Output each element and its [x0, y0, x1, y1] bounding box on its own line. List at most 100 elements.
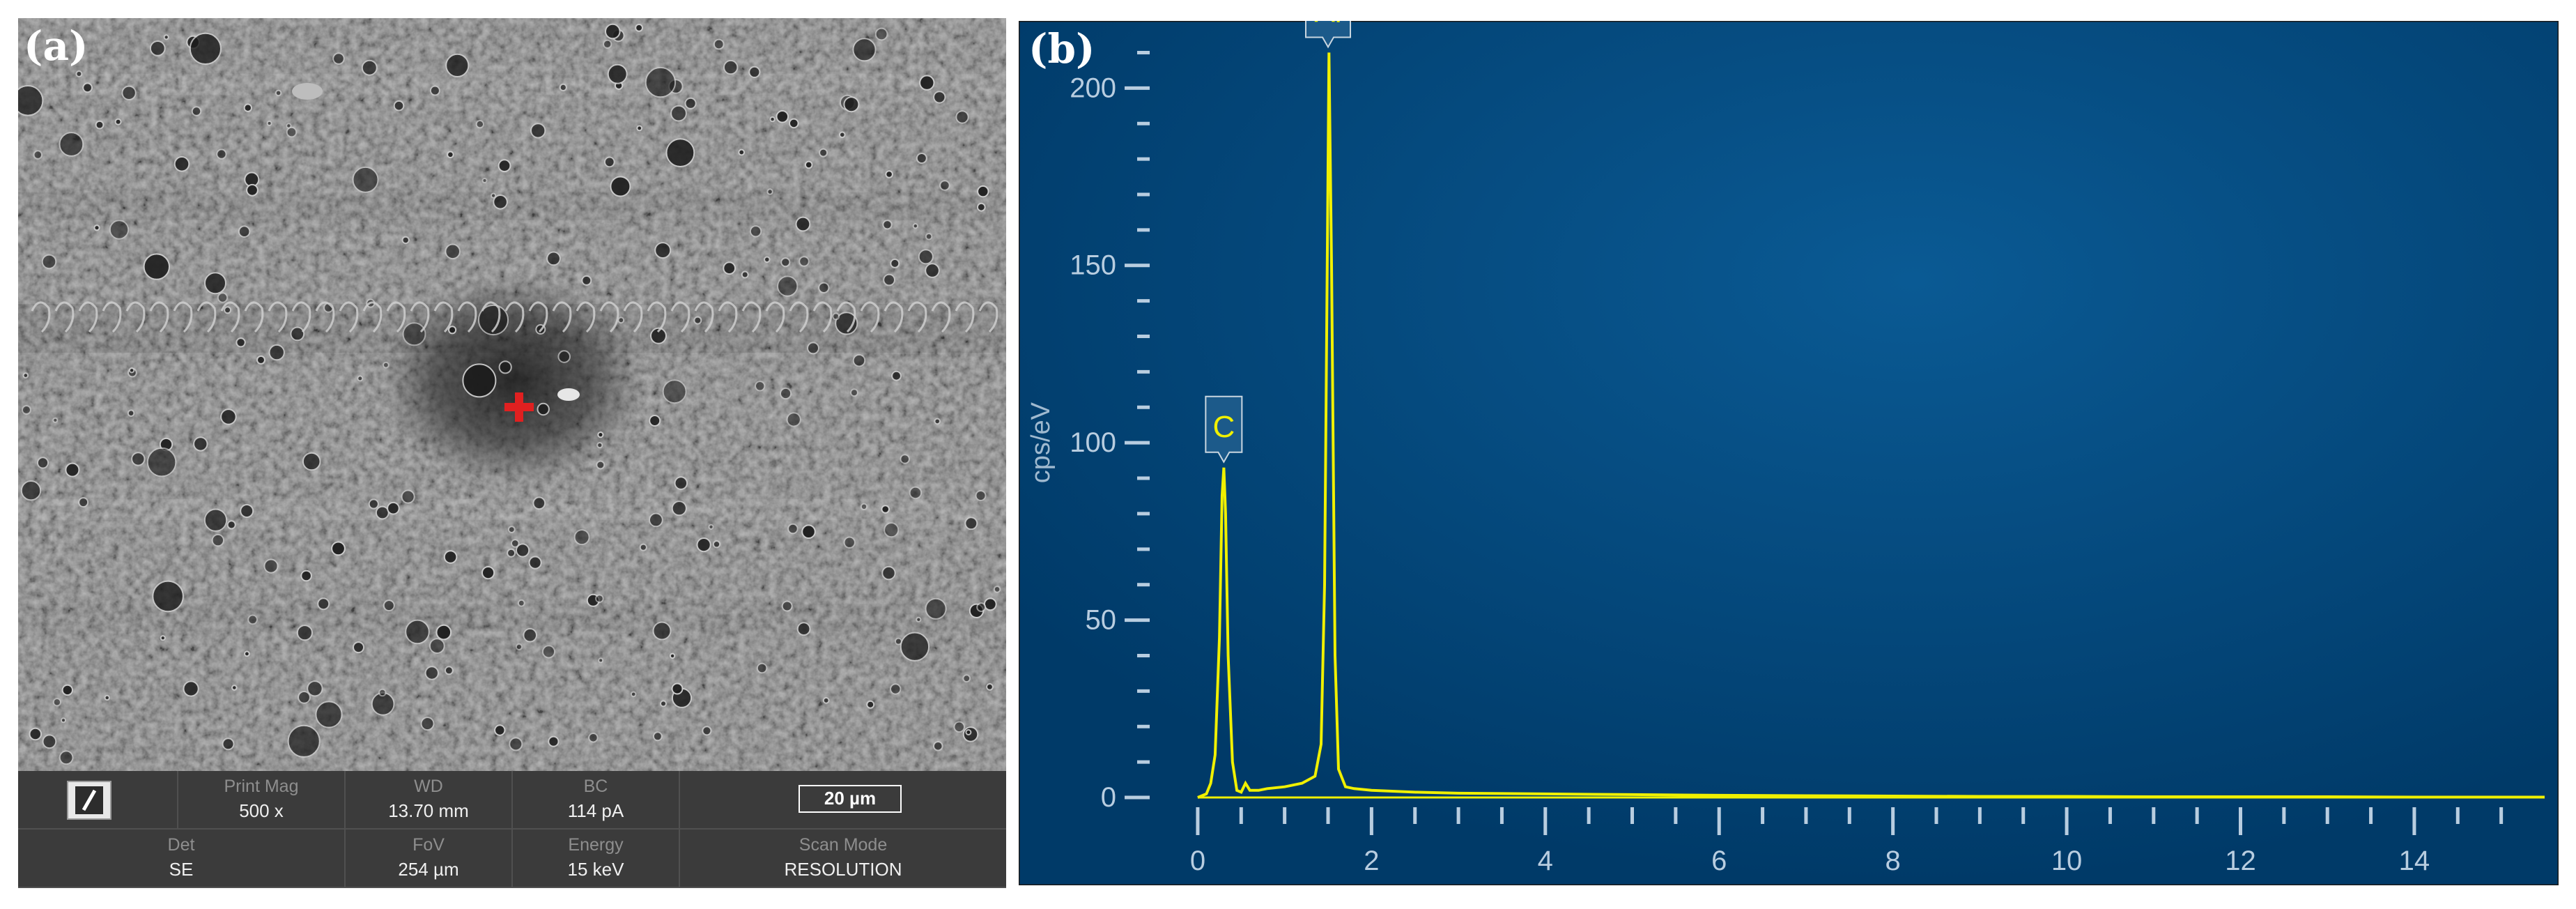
panel-a-label: (a) [24, 22, 88, 70]
peak-label: C [1205, 395, 1243, 464]
surface-pit [42, 734, 57, 749]
surface-pit [368, 498, 379, 510]
surface-pit [786, 412, 801, 427]
weld-ripple [220, 301, 240, 333]
surface-pit [75, 70, 83, 77]
surface-pit [173, 156, 190, 172]
x-tick-label: 4 [1538, 846, 1553, 876]
x-tick-labels: 0 2 4 6 8 10 12 14 [1190, 846, 2430, 876]
surface-pit [588, 733, 599, 743]
y-tick-label: 0 [1101, 782, 1116, 813]
surface-pit [494, 724, 506, 736]
energy-cell: Energy 15 keV [513, 830, 680, 888]
surface-pit [443, 550, 458, 564]
weld-ripple [173, 301, 193, 333]
surface-pit [933, 91, 946, 104]
surface-pit [93, 224, 100, 231]
surface-pit [401, 489, 415, 504]
panel-b-label: (b) [1028, 25, 1095, 72]
weld-ripple [196, 301, 217, 333]
surface-pit [976, 202, 986, 212]
wd-label: WD [414, 777, 443, 796]
scan-mode-value: RESOLUTION [784, 859, 902, 880]
surface-pit [766, 188, 773, 195]
surface-pit [548, 735, 560, 747]
surface-pit [696, 537, 711, 553]
surface-pit [639, 543, 647, 551]
surface-pit [557, 350, 571, 363]
surface-pit [211, 533, 224, 547]
surface-pit [559, 83, 567, 92]
surface-pit [693, 316, 702, 325]
surface-pit [517, 599, 525, 607]
weld-ripple [125, 301, 146, 333]
surface-pit [29, 727, 43, 741]
surface-pit [424, 666, 439, 680]
surface-pit [925, 597, 947, 620]
y-axis-label: cps/eV [1026, 402, 1056, 483]
surface-pit [246, 183, 259, 197]
surface-pit [819, 148, 828, 158]
weld-ripple [362, 301, 383, 333]
microscope-logo-icon [67, 781, 111, 820]
surface-pit [52, 698, 62, 707]
weld-ripple [149, 301, 169, 333]
surface-pit [530, 123, 546, 139]
surface-pit [769, 116, 776, 123]
surface-pit [939, 180, 950, 191]
surface-pit [296, 625, 313, 641]
surface-pit [22, 405, 31, 415]
eds-spectrum-chart: 0 2 4 6 8 10 12 14 0 50 100 150 200 C Al cps/eV [1019, 21, 2559, 885]
weld-ripple [860, 301, 880, 333]
weld-ripple [955, 301, 975, 333]
weld-ripple [78, 301, 98, 333]
surface-pit [789, 118, 799, 129]
surface-pit [131, 452, 146, 466]
weld-ripple [31, 301, 51, 333]
surface-pit [670, 105, 687, 122]
peak-label-text: C [1212, 410, 1235, 444]
surface-pit [59, 132, 84, 157]
peak-label-text: Al [1314, 21, 1341, 29]
surface-pit [884, 522, 900, 538]
weld-ripple [576, 301, 596, 333]
surface-pit [955, 110, 969, 124]
surface-pit [975, 490, 987, 501]
surface-pit [881, 505, 890, 514]
surface-pit [986, 683, 994, 691]
surface-pit [222, 738, 235, 751]
surface-pit [890, 683, 902, 695]
surface-pit [573, 529, 590, 546]
y-tick-label: 50 [1086, 605, 1117, 636]
surface-pit [649, 415, 661, 427]
surface-pit [18, 85, 44, 116]
surface-pit [776, 110, 789, 123]
surface-pit [405, 619, 430, 645]
surface-pit [839, 131, 846, 139]
surface-pit [444, 666, 454, 675]
surface-pit [912, 223, 919, 229]
surface-pit [41, 254, 57, 270]
surface-pit [801, 524, 816, 540]
surface-pit [933, 741, 943, 751]
surface-pit [541, 645, 556, 659]
surface-pit [226, 520, 236, 530]
surface-pit [361, 59, 378, 76]
surface-pit [52, 417, 59, 423]
surface-pit [402, 322, 426, 346]
weld-ripple [789, 301, 809, 333]
x-tick-label: 6 [1711, 846, 1727, 876]
surface-pit [224, 306, 232, 314]
weld-ripple [812, 301, 833, 333]
surface-pit [216, 148, 227, 160]
surface-pit [581, 275, 592, 286]
surface-pit [287, 724, 321, 758]
surface-pit [532, 496, 546, 510]
surface-pit [481, 178, 488, 183]
logo-cell [18, 771, 178, 830]
surface-pit [445, 53, 470, 78]
surface-pit [509, 737, 523, 751]
surface-pit [114, 118, 122, 125]
weld-ripple [528, 301, 548, 333]
weld-ripple [102, 301, 122, 333]
